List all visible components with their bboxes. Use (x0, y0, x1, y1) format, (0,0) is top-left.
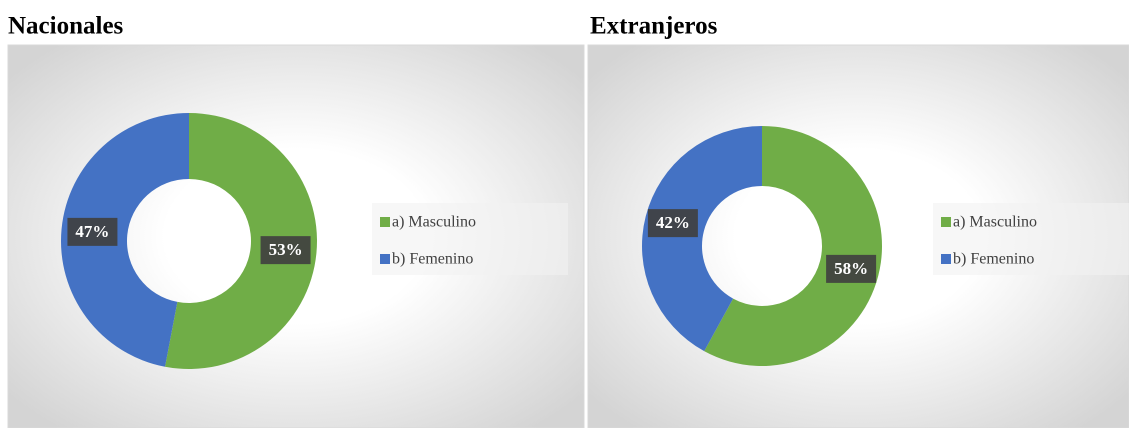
donut-slice (165, 113, 318, 370)
data-label-box (647, 209, 698, 238)
legend-label: b) Femenino (953, 251, 1034, 268)
donut-slice (61, 113, 189, 367)
data-label-box (260, 236, 311, 265)
data-label: 42% (656, 213, 690, 232)
chart-title: Nacionales (8, 13, 124, 40)
legend (372, 203, 568, 275)
donut-slice (642, 126, 762, 352)
legend-swatch (941, 217, 951, 227)
legend-label: a) Masculino (392, 214, 476, 231)
legend (933, 203, 1129, 275)
donut-slice (704, 126, 882, 366)
chart-title: Extranjeros (590, 13, 718, 40)
legend-swatch (380, 217, 390, 227)
legend-swatch (380, 254, 390, 264)
legend-label: a) Masculino (953, 214, 1037, 231)
data-label: 58% (834, 259, 868, 278)
legend-swatch (941, 254, 951, 264)
data-label-box (67, 217, 118, 246)
data-label: 47% (75, 222, 109, 241)
legend-label: b) Femenino (392, 251, 473, 268)
data-label: 53% (269, 240, 303, 259)
data-label-box (826, 254, 877, 283)
